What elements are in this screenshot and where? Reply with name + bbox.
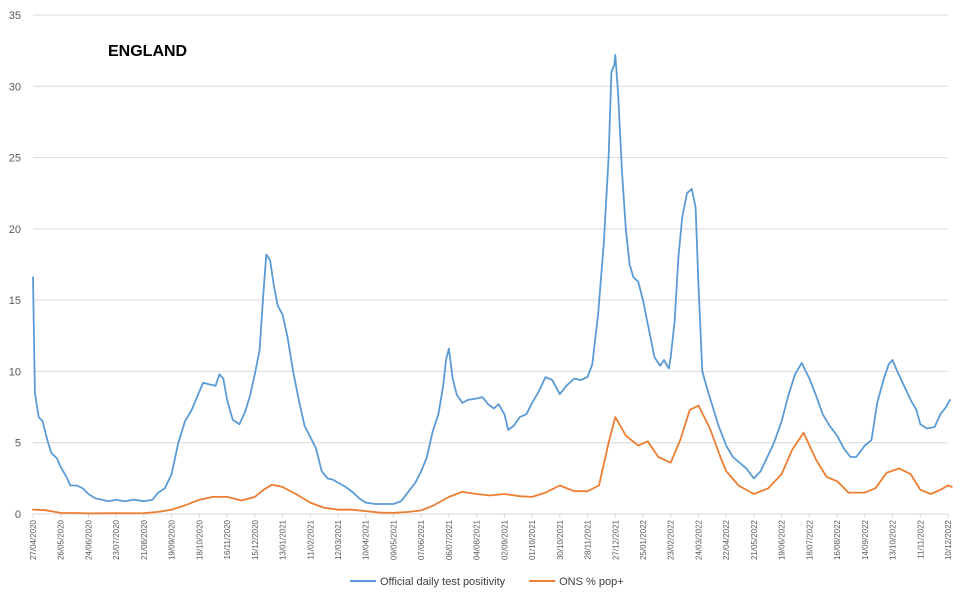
- x-tick-label: 21/08/2020: [140, 519, 149, 560]
- x-tick-label: 12/03/2021: [334, 519, 343, 560]
- x-tick-label: 16/08/2022: [833, 519, 842, 560]
- x-tick-label: 30/10/2021: [556, 519, 565, 560]
- x-tick-label: 28/11/2021: [584, 519, 593, 559]
- x-tick-label: 14/09/2022: [861, 519, 870, 560]
- y-tick-label: 35: [9, 10, 21, 22]
- region-annotation: ENGLAND: [108, 43, 187, 60]
- y-axis: 0 5 10 15 20 25 30 35: [9, 10, 21, 521]
- x-tick-label: 11/02/2021: [306, 519, 315, 559]
- x-tick-label: 24/03/2022: [694, 519, 703, 560]
- x-tick-label: 23/07/2020: [112, 519, 121, 560]
- x-tick-label: 16/11/2020: [223, 519, 232, 559]
- x-tick-label: 27/12/2021: [611, 519, 620, 560]
- x-tick-label: 21/05/2022: [750, 519, 759, 560]
- x-tick-label: 26/05/2020: [57, 519, 66, 560]
- x-tick-label: 01/10/2021: [528, 519, 537, 560]
- x-tick-label: 13/01/2021: [279, 519, 288, 560]
- legend-label: ONS % pop+: [559, 576, 624, 588]
- y-tick-label: 0: [15, 509, 21, 521]
- x-tick-label: 02/09/2021: [500, 519, 509, 560]
- series-line-1: [32, 54, 951, 505]
- x-tick-label: 07/06/2021: [417, 519, 426, 560]
- x-tick-label: 10/12/2022: [944, 519, 953, 560]
- series-line-2: [32, 404, 953, 515]
- y-tick-label: 15: [9, 295, 21, 307]
- y-tick-label: 20: [9, 224, 21, 236]
- x-tick-label: 18/07/2022: [805, 519, 814, 560]
- x-tick-label: 09/05/2021: [389, 519, 398, 560]
- x-tick-label: 24/06/2020: [84, 519, 93, 560]
- x-tick-label: 18/10/2020: [195, 519, 204, 560]
- x-axis: 27/04/2020 26/05/2020 24/06/2020 23/07/2020…: [29, 513, 953, 560]
- y-tick-label: 25: [9, 153, 21, 165]
- x-tick-label: 11/11/2022: [916, 519, 925, 558]
- x-tick-label: 19/09/2020: [168, 519, 177, 560]
- x-tick-label: 15/12/2020: [251, 519, 260, 560]
- x-tick-label: 13/10/2022: [889, 519, 898, 560]
- y-tick-label: 30: [9, 81, 21, 93]
- x-tick-label: 22/04/2022: [722, 519, 731, 560]
- legend: Official daily test positivity ONS % pop+: [350, 576, 624, 588]
- y-tick-label: 10: [9, 366, 21, 378]
- x-tick-label: 04/08/2021: [473, 519, 482, 560]
- x-tick-label: 19/06/2022: [778, 519, 787, 560]
- x-tick-label: 27/04/2020: [29, 519, 38, 560]
- series-lines: [32, 54, 953, 515]
- x-tick-label: 23/02/2022: [667, 519, 676, 560]
- gridlines: [33, 14, 948, 444]
- y-tick-label: 5: [15, 438, 21, 450]
- x-tick-label: 10/04/2021: [362, 519, 371, 560]
- x-tick-label: 25/01/2022: [639, 519, 648, 560]
- x-tick-label: 06/07/2021: [445, 519, 454, 560]
- legend-label: Official daily test positivity: [380, 576, 506, 588]
